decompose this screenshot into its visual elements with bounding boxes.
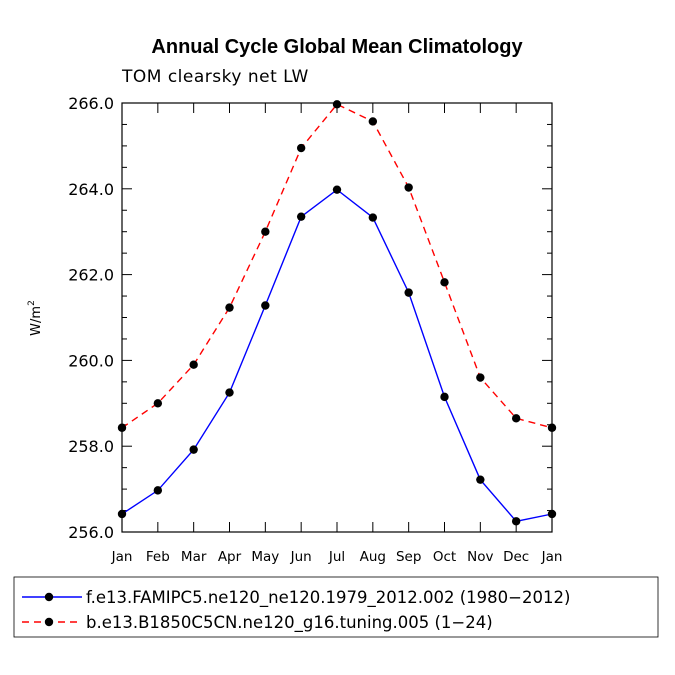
data-point	[476, 475, 485, 484]
x-tick-label: Oct	[433, 549, 456, 565]
legend-label-2: b.e13.B1850C5CN.ne120_g16.tuning.005 (1−…	[86, 613, 493, 633]
data-point	[511, 517, 521, 526]
data-point	[225, 303, 234, 312]
data-point	[440, 392, 449, 402]
legend: f.e13.FAMIPC5.ne120_ne120.1979_2012.002 …	[13, 576, 659, 638]
data-point	[261, 301, 270, 310]
data-point	[332, 100, 342, 109]
legend-swatch-marker	[44, 617, 54, 627]
data-point	[189, 445, 198, 454]
x-tick-label: Jun	[290, 549, 312, 565]
x-tick-label: Dec	[503, 549, 529, 565]
data-point	[117, 423, 127, 432]
x-tick-label: Mar	[181, 549, 207, 565]
series-line-2	[121, 103, 553, 429]
plot-frame	[121, 102, 553, 533]
data-point	[511, 414, 521, 423]
y-axis: 256.0 258.0 260.0 262.0 264.0 266.0	[68, 94, 552, 542]
data-point	[440, 278, 449, 287]
data-point	[189, 360, 198, 369]
data-point	[153, 399, 163, 408]
data-point	[547, 509, 557, 519]
series-line-1	[121, 188, 553, 523]
data-point	[368, 117, 378, 126]
y-axis-label: W/m2	[27, 300, 44, 336]
y-tick-label: 262.0	[68, 266, 114, 285]
x-tick-label: Apr	[218, 549, 242, 565]
y-tick-label: 264.0	[68, 180, 114, 199]
legend-swatch-marker	[44, 592, 54, 602]
x-tick-label: Jan	[541, 549, 563, 565]
y-tick-label: 266.0	[68, 94, 114, 113]
data-point	[332, 185, 342, 194]
x-tick-label: Jan	[111, 549, 133, 565]
x-tick-label: Nov	[467, 549, 493, 565]
legend-box	[13, 576, 659, 638]
data-point	[153, 486, 163, 495]
data-point	[368, 213, 378, 222]
data-point	[404, 183, 413, 192]
data-point	[296, 143, 306, 153]
plot-area	[121, 102, 553, 533]
data-point	[117, 509, 127, 519]
data-point	[404, 288, 413, 297]
y-axis-label-text: W/m	[29, 306, 44, 336]
x-tick-label: Feb	[146, 549, 170, 565]
legend-label-1: f.e13.FAMIPC5.ne120_ne120.1979_2012.002 …	[86, 588, 570, 608]
x-tick-label: Jul	[328, 549, 345, 565]
y-tick-label: 256.0	[68, 523, 114, 542]
data-point	[476, 373, 485, 382]
x-tick-label: Aug	[360, 549, 386, 565]
x-axis: Jan Feb Mar Apr May Jun Jul Aug Sep Oct Nov Dec Jan	[111, 103, 563, 565]
series-layer	[117, 100, 557, 526]
y-tick-label: 260.0	[68, 351, 114, 370]
data-point	[261, 227, 270, 236]
chart-title: Annual Cycle Global Mean Climatology	[151, 36, 523, 58]
x-tick-label: Sep	[396, 549, 421, 565]
y-axis-label-superscript: 2	[27, 300, 37, 306]
data-point	[547, 423, 557, 432]
x-tick-label: May	[251, 549, 279, 565]
y-tick-label: 258.0	[68, 437, 114, 456]
data-point	[296, 212, 306, 221]
chart-subtitle: TOM clearsky net LW	[121, 67, 309, 87]
data-point	[225, 388, 234, 397]
